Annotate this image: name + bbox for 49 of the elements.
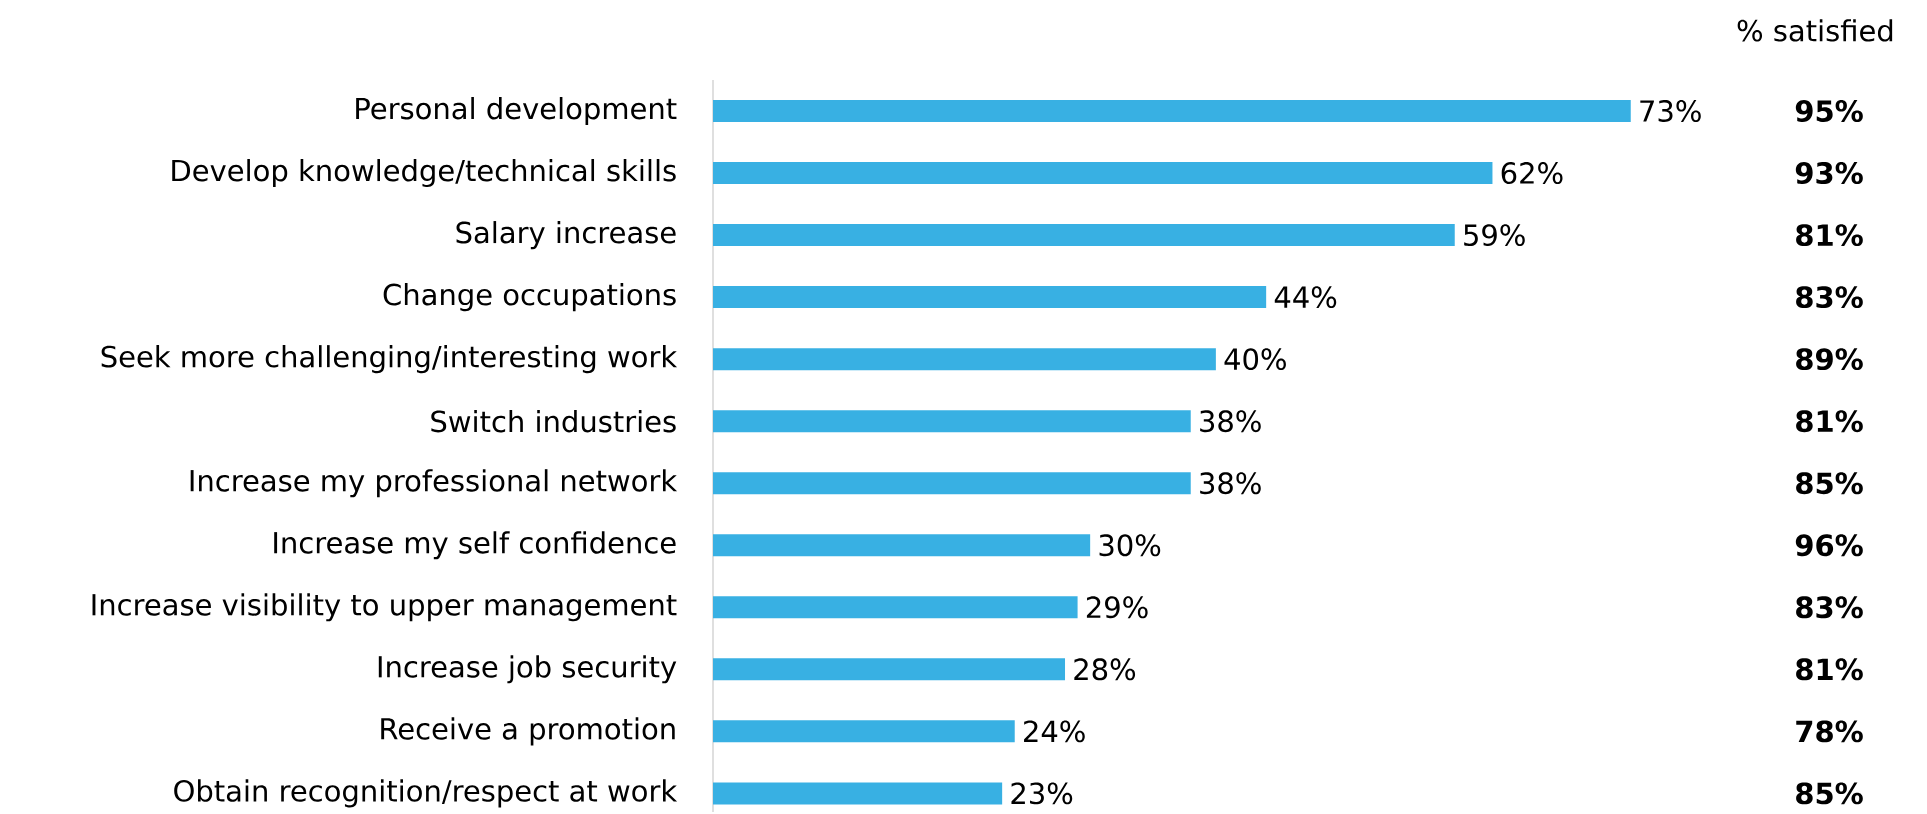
y-tick-label: Increase my self confidence	[274, 531, 676, 560]
data-label: 23%	[1011, 782, 1073, 805]
y-tick-label: Obtain recognition/respect at work	[174, 779, 678, 808]
data-label: 59%	[1464, 224, 1525, 247]
data-label: 38%	[1200, 472, 1261, 495]
bar	[713, 658, 1066, 681]
bar	[713, 224, 1455, 247]
bar	[713, 472, 1191, 495]
y-tick-label: Receive a promotion	[381, 717, 675, 746]
data-label: 73%	[1640, 100, 1701, 122]
bar	[713, 162, 1493, 185]
data-label: 38%	[1200, 410, 1261, 433]
text: 85%	[1796, 782, 1863, 805]
text: 95%	[1795, 100, 1863, 122]
text: 81%	[1796, 410, 1863, 433]
text: 83%	[1796, 286, 1863, 309]
y-tick-label: Seek more challenging/interesting work	[101, 345, 678, 374]
bar	[713, 534, 1091, 557]
bar	[713, 782, 1003, 805]
text: 81%	[1796, 658, 1863, 681]
data-label: 24%	[1024, 720, 1085, 743]
data-label: 28%	[1074, 658, 1136, 681]
y-tick-label: Increase job security	[378, 655, 677, 684]
bar	[713, 410, 1191, 433]
text: 89%	[1796, 348, 1863, 371]
text: 78%	[1796, 720, 1863, 743]
text: 85%	[1796, 472, 1863, 495]
bar	[713, 720, 1015, 743]
text: % satisfied	[1737, 19, 1893, 42]
y-tick-label: Develop knowledge/technical skills	[172, 159, 676, 188]
bar	[713, 286, 1267, 309]
data-label: 40%	[1224, 348, 1286, 371]
y-tick-label: Change occupations	[383, 283, 676, 312]
text: 96%	[1795, 534, 1863, 557]
text: 93%	[1795, 162, 1863, 185]
bar	[713, 596, 1078, 619]
y-tick-label: Switch industries	[431, 409, 676, 433]
text: 83%	[1796, 596, 1863, 619]
y-tick-label: Increase visibility to upper management	[92, 593, 677, 622]
y-tick-label: Salary increase	[456, 221, 676, 250]
bar	[713, 100, 1631, 123]
y-tick-label: Increase my professional network	[190, 469, 678, 498]
text: 81%	[1796, 224, 1863, 247]
data-label: 29%	[1086, 596, 1148, 619]
data-label: 62%	[1501, 162, 1563, 185]
data-label: 30%	[1099, 534, 1161, 557]
bar	[713, 348, 1216, 371]
data-label: 44%	[1274, 286, 1337, 309]
y-tick-label: Personal development	[356, 96, 677, 126]
